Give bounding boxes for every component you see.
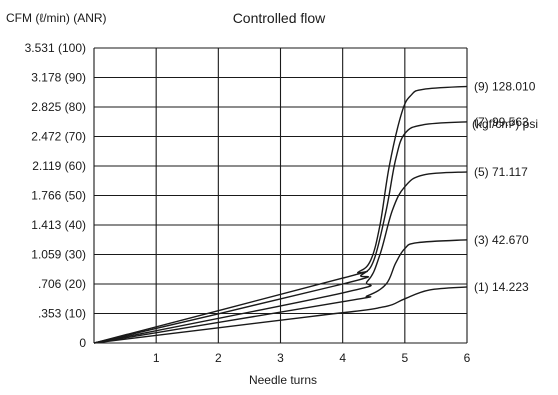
legend-title: (kgf/cm²) psi	[472, 117, 538, 131]
series-label-0: (9) 128.010	[474, 79, 536, 93]
y-tick-label: 0	[79, 336, 86, 350]
y-tick-label: 2.119 (60)	[32, 159, 86, 173]
y-tick-label: 3.531 (100)	[25, 41, 86, 55]
x-tick-label: 3	[277, 351, 284, 365]
series-label-1: (7) 99.563	[474, 115, 529, 129]
series-label-4: (1) 14.223	[474, 280, 529, 294]
y-tick-label: 3.178 (90)	[31, 71, 86, 85]
series-lines	[93, 85, 468, 344]
x-tick-label: 5	[401, 351, 408, 365]
y-tick-label: 1.413 (40)	[31, 218, 86, 232]
series-line-1	[93, 121, 468, 344]
x-tick-label: 4	[339, 351, 346, 365]
y-tick-label: 2.472 (70)	[31, 130, 86, 144]
x-axis-title: Needle turns	[249, 373, 317, 387]
y-tick-label: 2.825 (80)	[31, 100, 86, 114]
y-axis-title: CFM (ℓ/min) (ANR)	[6, 11, 107, 25]
y-tick-label: .706 (20)	[38, 277, 86, 291]
y-tick-label: 1.059 (30)	[31, 248, 86, 262]
grid	[93, 47, 468, 344]
x-tick-label: 6	[464, 351, 471, 365]
tick-labels: 0 .353 (10) .706 (20) 1.059 (30) 1.413 (40) 1…	[25, 41, 471, 365]
series-label-3: (3) 42.670	[474, 233, 529, 247]
series-line-3	[93, 239, 468, 344]
series-line-0	[93, 85, 468, 344]
series-line-2	[93, 171, 468, 344]
series-label-2: (5) 71.117	[474, 165, 528, 179]
y-tick-label: .353 (10)	[38, 307, 86, 321]
series-labels: (9) 128.010 (7) 99.563 (5) 71.117 (3) 42.67…	[474, 79, 536, 294]
x-tick-label: 2	[215, 351, 222, 365]
series-line-4	[93, 286, 468, 344]
chart-title: Controlled flow	[233, 10, 326, 26]
x-tick-label: 1	[153, 351, 160, 365]
y-tick-label: 1.766 (50)	[31, 189, 86, 203]
